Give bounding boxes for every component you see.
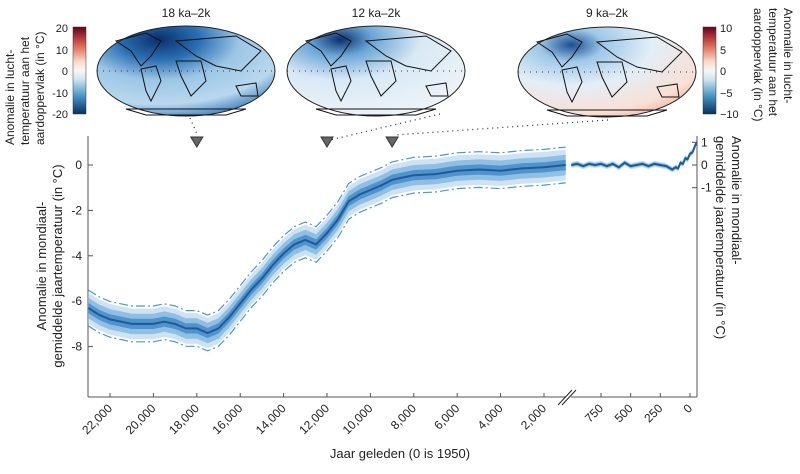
continent-outline: [656, 83, 680, 98]
continent-outline: [315, 108, 437, 116]
continent-outline: [114, 32, 162, 67]
continent-outline: [175, 60, 207, 97]
y-tick-label-left: -6: [71, 294, 82, 308]
x-tick-label: 14,000: [253, 401, 289, 437]
map-12ka: 12 ka–2k: [286, 6, 466, 117]
y-tick-label-right: -1: [701, 181, 712, 195]
x-tick-label: 4,000: [475, 401, 506, 432]
time-markers: [189, 136, 399, 148]
continent-outline: [596, 61, 628, 98]
map-connectors: [189, 113, 609, 141]
axis-break-icon: [557, 389, 573, 406]
y-tick-label-left: 0: [75, 158, 82, 172]
y-tick-label-left: -8: [71, 340, 82, 354]
world-map: [517, 26, 697, 118]
x-tick-label: 18,000: [166, 401, 202, 437]
y-tick-label-left: -4: [71, 249, 82, 263]
x-tick-label: 8,000: [388, 401, 419, 432]
world-map: [96, 25, 276, 117]
triangle-marker-icon: [189, 136, 204, 148]
connector-line: [394, 119, 609, 136]
colorbar-right-tick: −5: [720, 88, 733, 100]
colorbar-right-label: aardoppervlak (in °C): [751, 8, 765, 122]
y-tick-label-right: 1: [701, 135, 708, 149]
x-tick-label: 20,000: [123, 401, 159, 437]
world-map: [286, 25, 466, 117]
colorbar-left-tick: 10: [56, 45, 68, 57]
x-tick-label: 16,000: [209, 401, 245, 437]
continent-outline: [140, 65, 162, 103]
lower-bound-line: [87, 182, 566, 352]
continent-outline: [304, 32, 352, 67]
triangle-marker-icon: [385, 136, 399, 148]
connector-line: [329, 113, 441, 141]
colorbar-left-tick: -20: [52, 109, 68, 121]
colorbar-right-label: Anomalie in lucht-: [781, 8, 795, 103]
triangle-marker-icon: [320, 136, 334, 148]
upper-bound-line: [87, 146, 566, 316]
map-title: 18 ka–2k: [162, 6, 212, 20]
y-tick-label-right: 0: [701, 158, 708, 172]
colorbar-left-label: aardoppervlak (in °C): [33, 31, 47, 145]
x-tick-label: 250: [641, 401, 665, 425]
continent-outline: [425, 82, 449, 97]
x-tick-label: 22,000: [79, 401, 115, 437]
y-axis-label-right: Anomalie in mondiaal-: [729, 136, 744, 265]
x-tick-label: 2,000: [518, 401, 549, 432]
colorbar-right-tick: 0: [720, 66, 726, 78]
y-axis-label-right: gemiddelde jaartemperatuur (in °C): [713, 136, 728, 339]
connector-line: [189, 117, 198, 135]
continent-outline: [535, 33, 583, 68]
colorbar-right-label: temperatuur aan het: [766, 8, 780, 117]
y-axis-label-left: Anomalie in mondiaal-: [34, 202, 49, 331]
colorbar-left-gradient: [72, 26, 87, 115]
y-tick-label-left: -2: [71, 203, 82, 217]
continent-outline: [365, 60, 397, 97]
colorbar-left-tick: -10: [52, 88, 68, 100]
x-tick-label: 10,000: [340, 401, 376, 437]
colorbar-left-tick: 0: [62, 66, 68, 78]
colorbar-left-tick: 20: [56, 23, 68, 35]
colorbar-right-tick: 5: [720, 45, 726, 57]
mean-line-left: [87, 164, 566, 335]
map-18ka: 18 ka–2k: [96, 6, 276, 117]
continent-outlines: [97, 32, 696, 117]
continent-outline: [235, 82, 259, 97]
uncertainty-band-inner-left: [88, 159, 566, 339]
continent-outline: [125, 108, 247, 116]
colorbar-left-label: temperatuur aan het: [18, 36, 32, 145]
y-axis-label-left: gemiddelde jaartemperatuur (in °C): [50, 164, 65, 367]
x-tick-label: 6,000: [431, 401, 462, 432]
x-tick-label: 500: [612, 401, 636, 425]
map-title: 9 ka–2k: [586, 6, 629, 20]
axis-break-icon: [561, 389, 577, 406]
colorbar-right-tick: 10: [720, 23, 732, 35]
continent-outline: [546, 109, 668, 117]
plot-area: [87, 139, 698, 352]
colorbar-left: 20 10 0 -10 -20 Anomalie in lucht- tempe…: [3, 23, 87, 145]
colorbar-right-tick: −10: [720, 109, 739, 121]
x-tick-label: 0: [680, 401, 695, 416]
colorbar-right-gradient: [702, 26, 717, 115]
x-axis-label: Jaar geleden (0 is 1950): [330, 446, 470, 461]
x-tick-label: 12,000: [296, 401, 332, 437]
continent-outline: [561, 66, 583, 104]
mean-line-right: [571, 141, 698, 171]
colorbar-right: 10 5 0 −5 −10 Anomalie in lucht- tempera…: [702, 8, 795, 122]
colorbar-left-label: Anomalie in lucht-: [3, 50, 17, 145]
continent-outline: [330, 65, 352, 103]
x-tick-label: 750: [582, 401, 606, 425]
map-title: 12 ka–2k: [352, 6, 402, 20]
